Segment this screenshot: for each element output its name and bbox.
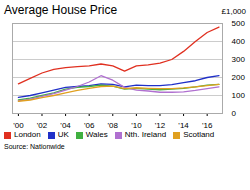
svg-text:'00: '00: [13, 121, 24, 129]
html-text:Wales: Wales: [85, 130, 108, 139]
svg-text:400: 400: [232, 37, 246, 46]
html-text:Source: Nationwide: Source: Nationwide: [4, 143, 65, 150]
svg-text:'12: '12: [155, 121, 166, 129]
html-text:Average House Price: Average House Price: [4, 3, 118, 17]
svg-text:'14: '14: [178, 121, 189, 129]
svg-text:300: 300: [232, 55, 246, 64]
svg-text:100: 100: [232, 91, 246, 100]
html-text:Nth. Ireland: Nth. Ireland: [124, 130, 167, 139]
svg-text:'08: '08: [108, 121, 119, 129]
svg-text:'06: '06: [84, 121, 95, 129]
svg-text:'04: '04: [60, 121, 71, 129]
html-text:London: London: [14, 130, 41, 139]
svg-text:'16: '16: [202, 121, 213, 129]
svg-text:500: 500: [232, 19, 246, 28]
svg-text:'02: '02: [37, 121, 48, 129]
svg-text:0: 0: [232, 109, 237, 118]
svg-text:'10: '10: [131, 121, 142, 129]
html-text:Scotland: Scotland: [183, 130, 215, 139]
html-text:UK: UK: [57, 130, 69, 139]
svg-text:200: 200: [232, 73, 246, 82]
html-text:£1,000: £1,000: [221, 7, 246, 16]
